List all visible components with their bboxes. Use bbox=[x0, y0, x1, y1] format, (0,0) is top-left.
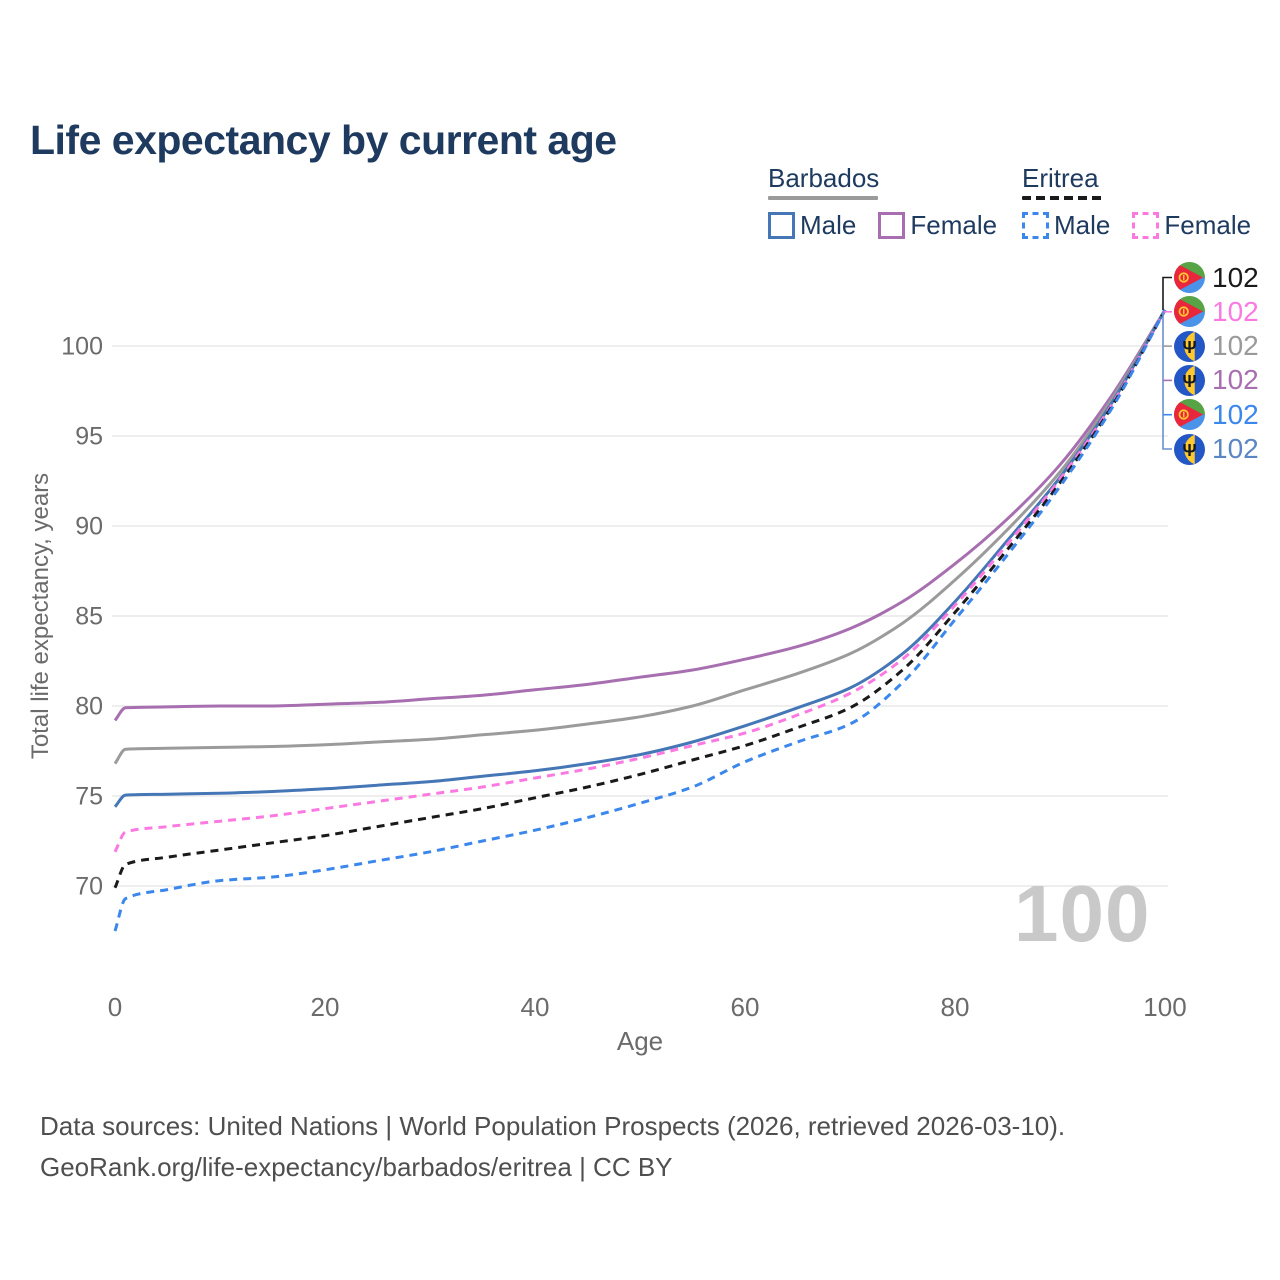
footer-data-sources: Data sources: United Nations | World Pop… bbox=[40, 1111, 1066, 1141]
legend-label-eritrea-female: Female bbox=[1164, 210, 1252, 240]
x-tick-label: 20 bbox=[311, 992, 340, 1022]
end-label-connector bbox=[1162, 311, 1172, 450]
footer-attribution-link[interactable]: GeoRank.org/life-expectancy/barbados/eri… bbox=[40, 1152, 673, 1182]
series-end-label-barbados-male: Ψ 102 bbox=[1174, 433, 1259, 466]
legend-label-barbados-male: Male bbox=[800, 210, 857, 240]
end-label-value: 102 bbox=[1212, 398, 1259, 430]
series-line-eritrea-male bbox=[113, 309, 1167, 932]
end-label-connector bbox=[1162, 276, 1172, 310]
series-end-label-barbados-both-sexes: Ψ 102 bbox=[1174, 330, 1259, 363]
series-end-label-barbados-female: Ψ 102 bbox=[1174, 364, 1259, 397]
series-line-eritrea-female bbox=[113, 309, 1167, 853]
eritrea-flag-icon bbox=[1174, 296, 1205, 327]
series-end-label-eritrea-both-sexes: 102 bbox=[1174, 261, 1259, 294]
barbados-flag-icon: Ψ bbox=[1174, 433, 1205, 465]
x-tick-label: 0 bbox=[108, 992, 122, 1022]
barbados-flag-icon: Ψ bbox=[1174, 330, 1205, 362]
y-tick-label: 75 bbox=[75, 783, 103, 811]
y-tick-label: 100 bbox=[61, 333, 103, 361]
eritrea-flag-icon bbox=[1174, 399, 1205, 430]
end-label-value: 102 bbox=[1212, 364, 1259, 396]
y-tick-label: 95 bbox=[75, 423, 103, 451]
footer: Data sources: United Nations | World Pop… bbox=[40, 1106, 1065, 1188]
x-tick-label: 80 bbox=[941, 992, 970, 1022]
x-axis-title: Age bbox=[617, 1026, 663, 1056]
series-line-eritrea-both-sexes bbox=[113, 309, 1167, 889]
series-line-barbados-male bbox=[113, 309, 1167, 808]
y-tick-label: 85 bbox=[75, 603, 103, 631]
svg-text:Ψ: Ψ bbox=[1182, 439, 1196, 459]
series-end-label-eritrea-male: 102 bbox=[1174, 398, 1259, 431]
end-label-value: 102 bbox=[1212, 330, 1259, 362]
legend-group-barbados: Barbados Male Female bbox=[768, 165, 997, 241]
y-tick-label: 80 bbox=[75, 693, 103, 721]
eritrea-flag-icon bbox=[1174, 262, 1205, 293]
end-label-value: 102 bbox=[1212, 295, 1259, 327]
legend-label-barbados-female: Female bbox=[910, 210, 998, 240]
legend-group-eritrea: Eritrea Male Female bbox=[1022, 165, 1251, 241]
x-tick-label: 100 bbox=[1143, 992, 1186, 1022]
end-label-value: 102 bbox=[1212, 261, 1259, 293]
y-tick-label: 90 bbox=[75, 513, 103, 541]
legend-label-eritrea-male: Male bbox=[1054, 210, 1111, 240]
end-label-value: 102 bbox=[1212, 433, 1259, 464]
legend-country-eritrea[interactable]: Eritrea bbox=[1022, 163, 1099, 193]
page-title: Life expectancy by current age bbox=[30, 117, 617, 164]
svg-text:Ψ: Ψ bbox=[1182, 336, 1196, 356]
svg-text:Ψ: Ψ bbox=[1182, 371, 1196, 391]
x-tick-label: 40 bbox=[521, 992, 550, 1022]
x-tick-label: 60 bbox=[731, 992, 760, 1022]
legend-country-barbados[interactable]: Barbados bbox=[768, 163, 880, 193]
series-line-barbados-both-sexes bbox=[113, 309, 1167, 765]
legend-underline-solid bbox=[768, 196, 878, 200]
hover-age-watermark: 100 bbox=[1014, 869, 1151, 958]
legend-swatch-eritrea-female[interactable] bbox=[1132, 212, 1160, 239]
legend-swatch-barbados-female[interactable] bbox=[878, 212, 906, 239]
y-axis-title: Total life expectancy, years bbox=[27, 473, 54, 759]
legend-underline-dashed bbox=[1022, 196, 1102, 200]
series-end-label-eritrea-female: 102 bbox=[1174, 295, 1259, 328]
legend-swatch-barbados-male[interactable] bbox=[768, 212, 795, 239]
legend-swatch-eritrea-male[interactable] bbox=[1022, 212, 1049, 239]
barbados-flag-icon: Ψ bbox=[1174, 364, 1205, 396]
legend: Barbados Male Female Eritrea Male Female bbox=[0, 165, 1280, 240]
series-line-barbados-female bbox=[113, 309, 1167, 722]
y-tick-label: 70 bbox=[75, 873, 103, 901]
